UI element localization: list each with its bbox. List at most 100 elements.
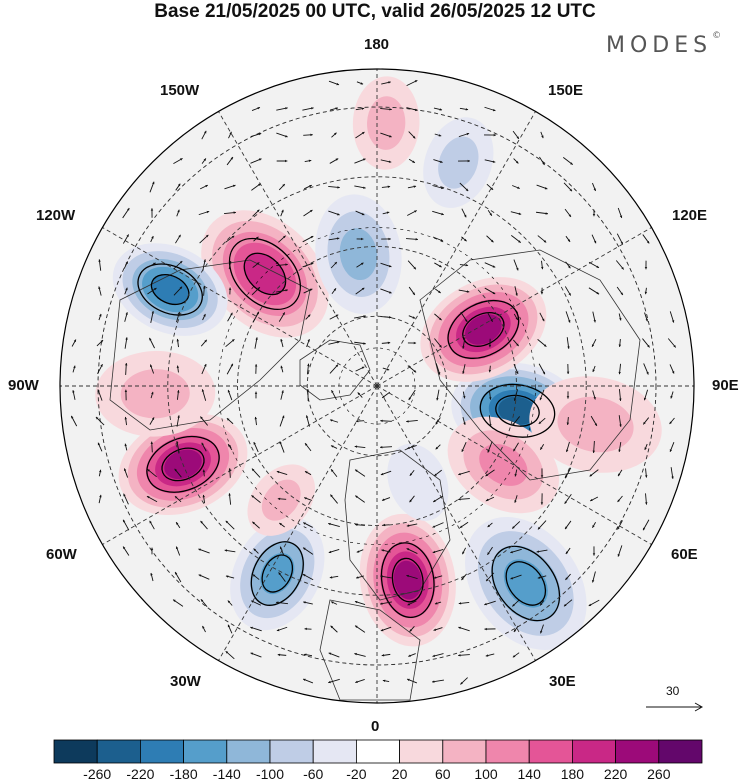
wind-arrow bbox=[484, 159, 496, 163]
wind-arrow bbox=[304, 470, 312, 476]
wind-arrow bbox=[644, 468, 648, 478]
wind-arrow bbox=[329, 158, 339, 164]
wind-arrow bbox=[201, 158, 207, 164]
wind-arrow bbox=[540, 287, 544, 295]
wind-arrow bbox=[458, 289, 470, 293]
colorbar-tick-label: 60 bbox=[435, 766, 451, 782]
wind-arrow bbox=[510, 548, 522, 554]
wind-arrow bbox=[72, 365, 76, 373]
wind-arrow bbox=[566, 364, 570, 374]
wind-arrow bbox=[199, 416, 209, 426]
wind-arrow bbox=[459, 182, 469, 192]
wind-arrow bbox=[97, 389, 103, 401]
wind-arrow bbox=[406, 79, 418, 87]
wind-arrow bbox=[514, 286, 518, 296]
wind-arrow bbox=[539, 444, 545, 450]
wind-arrow bbox=[251, 495, 261, 503]
lon-label-90e: 90E bbox=[712, 377, 739, 394]
wind-arrow bbox=[406, 548, 418, 554]
wind-arrow bbox=[278, 235, 286, 243]
wind-arrow bbox=[642, 417, 650, 425]
wind-arrow bbox=[510, 211, 522, 215]
wind-arrow bbox=[564, 467, 572, 479]
height-contour bbox=[250, 541, 304, 606]
wind-arrow bbox=[644, 443, 648, 451]
coastline-europe bbox=[344, 449, 451, 601]
wind-arrow bbox=[617, 545, 623, 557]
wind-arrow bbox=[250, 652, 262, 658]
wind-arrow bbox=[513, 442, 519, 452]
wind-arrow bbox=[513, 259, 519, 271]
wind-arrow bbox=[617, 469, 623, 477]
wind-arrow bbox=[150, 311, 154, 323]
wind-arrow bbox=[279, 546, 285, 556]
coastline-asia bbox=[419, 249, 641, 481]
wind-arrow bbox=[147, 468, 157, 478]
colorbar-tick-label: -220 bbox=[126, 766, 155, 782]
wind-arrow bbox=[355, 107, 365, 111]
wind-arrow bbox=[670, 467, 674, 479]
wind-arrow bbox=[253, 441, 259, 453]
wind-arrow bbox=[512, 599, 520, 607]
wind-arrow bbox=[330, 261, 338, 269]
colorbar-tick-label: 20 bbox=[391, 766, 408, 782]
wind-arrow bbox=[276, 159, 288, 163]
wind-arrow bbox=[408, 158, 416, 164]
wind-arrow bbox=[250, 626, 262, 632]
wind-arrow bbox=[590, 415, 598, 427]
wind-arrow bbox=[304, 627, 312, 631]
wind-arrow bbox=[434, 262, 442, 268]
colorbar-tick-label: -260 bbox=[83, 766, 112, 782]
wind-arrow bbox=[513, 363, 519, 375]
colorbar-tick-label: -60 bbox=[303, 766, 324, 782]
wind-arrow bbox=[173, 286, 183, 296]
lon-label-90w: 90W bbox=[8, 377, 39, 394]
wind-arrow bbox=[329, 575, 339, 579]
lon-label-60e: 60E bbox=[671, 546, 698, 563]
wind-arrow bbox=[380, 108, 392, 111]
wind-arrow bbox=[462, 391, 466, 399]
meridian bbox=[376, 223, 658, 387]
wind-arrow bbox=[150, 441, 154, 453]
wind-arrow bbox=[432, 522, 444, 528]
wind-arrow bbox=[462, 364, 466, 374]
wind-arrow bbox=[618, 363, 622, 375]
wind-arrow bbox=[435, 288, 441, 294]
anomaly-level bbox=[261, 479, 301, 521]
wind-arrow bbox=[563, 182, 573, 192]
wind-arrow bbox=[565, 547, 571, 555]
wind-arrow bbox=[201, 442, 207, 452]
wind-arrow bbox=[226, 363, 234, 375]
wind-arrow bbox=[435, 363, 441, 375]
wind-arrow bbox=[406, 107, 418, 112]
wind-arrow bbox=[510, 235, 522, 243]
wind-arrow bbox=[379, 445, 393, 449]
wind-arrow bbox=[592, 440, 595, 454]
wind-arrow bbox=[588, 599, 600, 607]
wind-arrow bbox=[562, 157, 574, 165]
wind-arrow bbox=[329, 419, 339, 423]
wind-arrow bbox=[642, 234, 650, 244]
wind-arrow bbox=[123, 493, 129, 505]
wind-arrow bbox=[98, 286, 102, 296]
wind-arrow bbox=[201, 130, 207, 140]
wind-arrow bbox=[176, 209, 180, 217]
wind-arrow bbox=[98, 469, 102, 477]
wind-arrow bbox=[617, 520, 623, 530]
height-contour bbox=[261, 554, 294, 593]
wind-arrow bbox=[356, 81, 364, 85]
wind-arrow bbox=[201, 363, 207, 375]
wind-arrow bbox=[252, 574, 260, 580]
wind-arrow bbox=[330, 494, 338, 504]
wind-arrow bbox=[354, 445, 366, 449]
height-contour bbox=[146, 435, 220, 493]
wind-arrow bbox=[176, 311, 181, 323]
wind-arrow bbox=[276, 107, 288, 111]
wind-arrow bbox=[592, 182, 596, 192]
anomaly-level bbox=[438, 136, 479, 189]
wind-arrow bbox=[462, 337, 466, 349]
wind-arrow bbox=[618, 313, 622, 321]
wind-arrow bbox=[280, 390, 284, 400]
wind-arrow bbox=[150, 235, 154, 243]
wind-arrow bbox=[201, 389, 207, 401]
